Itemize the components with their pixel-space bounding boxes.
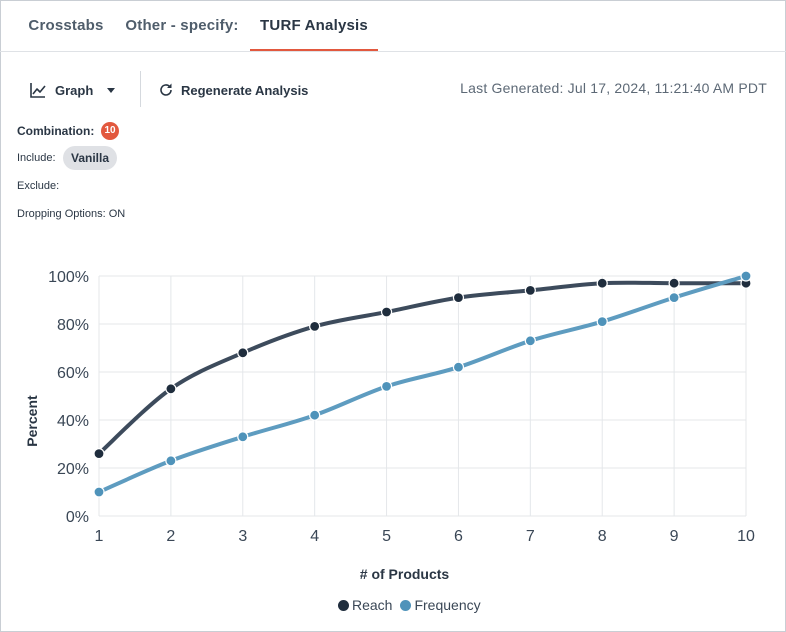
- y-tick-label: 40%: [57, 413, 89, 430]
- dropping-options-label: Dropping Options: ON: [17, 208, 126, 220]
- tab-other-specify[interactable]: Other - specify:: [125, 17, 239, 34]
- data-point-frequency: [452, 361, 465, 373]
- x-axis-title: # of Products: [360, 566, 450, 582]
- combination-count-badge: 10: [101, 122, 119, 140]
- data-point-reach: [237, 347, 249, 359]
- toolbar-divider: [140, 71, 141, 107]
- x-tick-label: 9: [670, 528, 679, 545]
- regenerate-analysis-label: Regenerate Analysis: [181, 82, 309, 98]
- data-point-frequency: [237, 431, 249, 443]
- refresh-icon: [160, 83, 172, 96]
- chevron-down-icon: [107, 87, 116, 93]
- data-point-reach: [93, 448, 105, 460]
- tab-crosstabs[interactable]: Crosstabs: [28, 17, 104, 34]
- legend-item-reach[interactable]: Reach: [338, 597, 392, 613]
- data-point-reach: [380, 306, 393, 318]
- y-tick-label: 80%: [57, 317, 89, 334]
- data-point-reach: [452, 291, 465, 304]
- legend-label-frequency: Frequency: [414, 597, 481, 613]
- series-line-frequency: [97, 274, 748, 494]
- data-point-reach: [165, 383, 177, 395]
- x-tick-label: 3: [238, 528, 247, 545]
- data-point-frequency: [740, 270, 752, 282]
- data-point-frequency: [93, 486, 105, 498]
- combination-label: Combination:: [17, 124, 95, 138]
- data-point-reach: [524, 284, 536, 297]
- tab-turf-analysis[interactable]: TURF Analysis: [250, 0, 378, 52]
- view-mode-label: Graph: [55, 82, 94, 98]
- data-point-frequency: [309, 409, 321, 421]
- legend-dot-reach: [338, 599, 349, 611]
- series-line-reach: [97, 280, 748, 456]
- turf-chart: 0% 20% 40% 60% 80% 100% 1 2 3 4 5 6 7 8 9 10 # of Produc…: [0, 250, 786, 620]
- data-point-reach: [668, 277, 680, 289]
- data-point-frequency: [165, 455, 177, 467]
- active-tab-indicator: [250, 49, 378, 51]
- x-tick-label: 5: [382, 528, 391, 545]
- y-tick-label: 100%: [48, 269, 89, 286]
- data-point-frequency: [380, 380, 393, 392]
- include-chip-vanilla[interactable]: Vanilla: [63, 146, 118, 170]
- legend-dot-frequency: [400, 599, 412, 611]
- view-mode-dropdown[interactable]: Graph: [18, 72, 130, 108]
- data-point-reach: [309, 320, 321, 333]
- x-tick-label: 8: [598, 528, 607, 545]
- data-point-reach: [596, 277, 608, 289]
- legend-item-frequency[interactable]: Frequency: [400, 597, 481, 613]
- tab-bar: Crosstabs Other - specify: TURF Analysis: [0, 0, 786, 52]
- y-axis-title: Percent: [24, 395, 40, 447]
- y-tick-label: 60%: [57, 365, 89, 382]
- x-tick-label: 2: [166, 528, 175, 545]
- data-point-frequency: [668, 291, 680, 304]
- chart-legend: Reach Frequency: [338, 597, 489, 613]
- x-tick-label: 1: [95, 528, 104, 545]
- x-tick-label: 4: [310, 528, 319, 545]
- y-tick-label: 0%: [66, 509, 89, 526]
- tab-turf-analysis-label: TURF Analysis: [260, 17, 368, 34]
- legend-label-reach: Reach: [352, 597, 393, 613]
- last-generated-timestamp: Last Generated: Jul 17, 2024, 11:21:40 A…: [460, 80, 767, 96]
- exclude-label: Exclude:: [17, 180, 60, 192]
- line-chart-icon: [30, 83, 46, 98]
- x-tick-label: 7: [526, 528, 535, 545]
- data-point-frequency: [596, 315, 608, 328]
- turf-line-chart: 0% 20% 40% 60% 80% 100% 1 2 3 4 5 6 7 8 9 10 # of Produc…: [24, 269, 755, 582]
- include-label: Include:: [17, 152, 56, 164]
- x-tick-label: 10: [737, 528, 755, 545]
- x-tick-label: 6: [454, 528, 463, 545]
- regenerate-analysis-button[interactable]: Regenerate Analysis: [158, 72, 308, 108]
- y-tick-label: 20%: [57, 461, 89, 478]
- data-point-frequency: [524, 335, 536, 347]
